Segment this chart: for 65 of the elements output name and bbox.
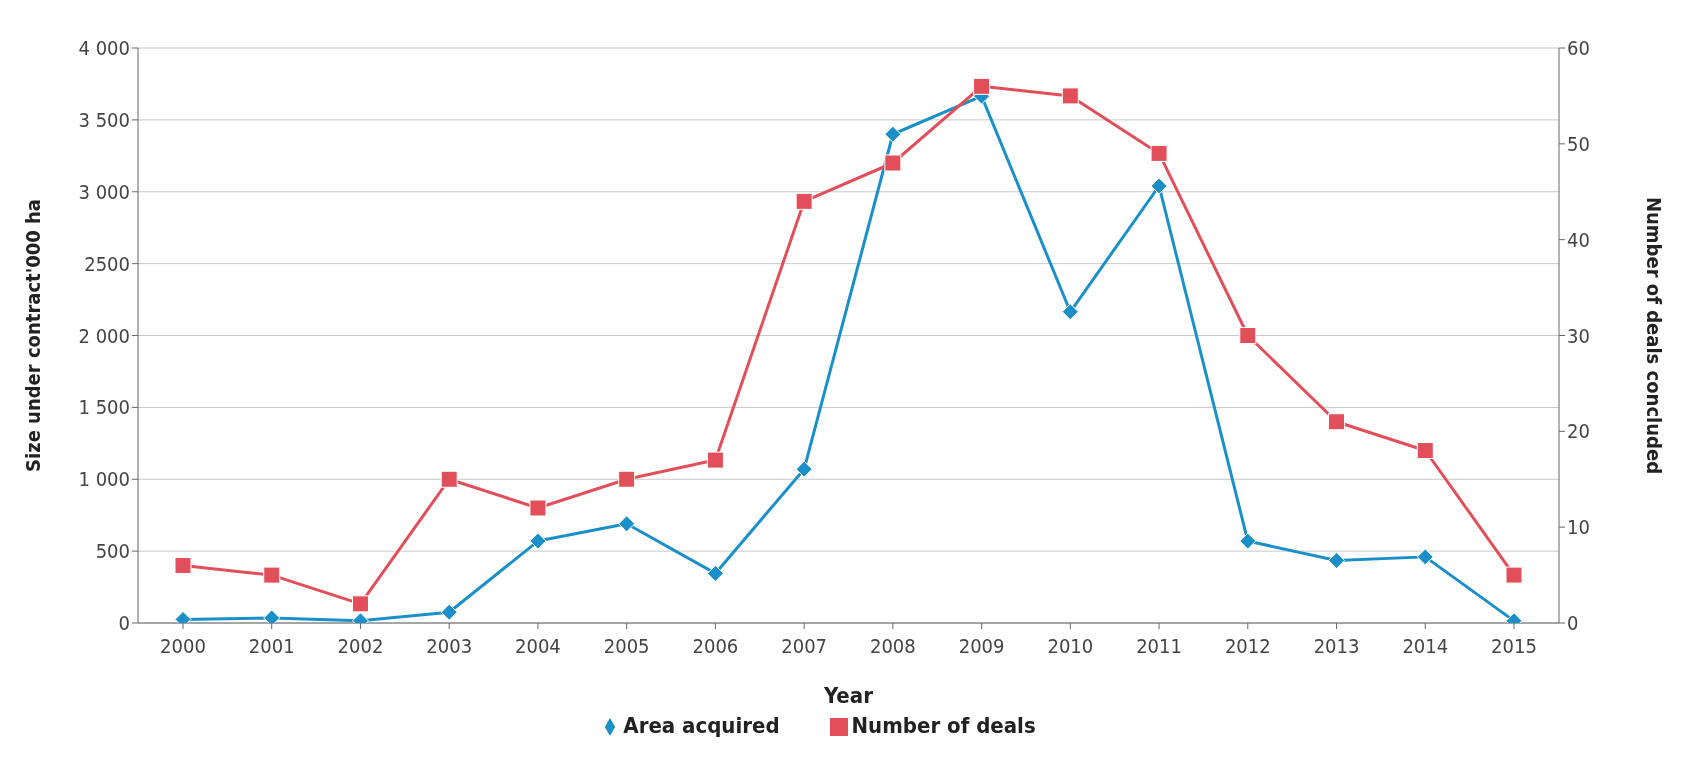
y2-tick-label: 0 <box>1567 611 1579 636</box>
y2-tick-label: 40 <box>1567 227 1590 252</box>
x-tick-label: 2008 <box>869 634 916 659</box>
legend-label: Number of deals <box>851 713 1036 738</box>
y-tick-label: 500 <box>95 539 130 564</box>
x-axis-title: Year <box>823 683 874 708</box>
y-tick-label: 4 000 <box>78 36 130 61</box>
x-tick-label: 2001 <box>248 634 295 659</box>
y2-tick-label: 30 <box>1567 323 1590 348</box>
x-tick-label: 2011 <box>1136 634 1182 659</box>
point <box>884 125 902 143</box>
point <box>1416 442 1434 459</box>
x-tick-label: 2006 <box>692 634 739 659</box>
x-tick-label: 2012 <box>1224 634 1271 659</box>
y-tick-label: 1 500 <box>78 395 130 420</box>
x-tick-label: 2009 <box>958 634 1005 659</box>
y2-tick-label: 10 <box>1567 515 1590 540</box>
y-tick-label: 3 000 <box>78 179 130 204</box>
point <box>529 499 547 517</box>
y-tick-label: 0 <box>118 611 130 636</box>
y2-axis-title: Number of deals concluded <box>1641 196 1666 475</box>
y2-tick-label: 50 <box>1567 131 1590 156</box>
point <box>1328 551 1346 569</box>
x-tick-label: 2005 <box>603 634 650 659</box>
point <box>1061 87 1079 105</box>
point <box>795 192 813 210</box>
point <box>1239 532 1257 550</box>
point <box>440 603 458 621</box>
point <box>1150 144 1168 162</box>
point <box>618 515 636 533</box>
x-tick-label: 2000 <box>160 634 206 659</box>
y2-tick-label: 20 <box>1567 419 1590 444</box>
x-tick-label: 2003 <box>426 634 473 659</box>
x-tick-label: 2013 <box>1313 634 1360 659</box>
x-tick-label: 2002 <box>337 634 384 659</box>
y-tick-label: 2500 <box>84 251 130 276</box>
y-tick-label: 2 000 <box>78 323 130 348</box>
point <box>1061 303 1079 321</box>
point <box>795 460 813 478</box>
point <box>1239 327 1257 344</box>
point <box>706 564 724 582</box>
legend-label: Area acquired <box>623 713 780 738</box>
y2-tick-label: 60 <box>1567 36 1590 61</box>
point <box>440 470 458 488</box>
y-axis-title: Size under contract'000 ha <box>21 199 46 472</box>
point <box>529 532 547 550</box>
point <box>174 557 192 574</box>
x-tick-label: 2010 <box>1047 634 1094 659</box>
point <box>351 595 369 613</box>
point <box>618 470 636 488</box>
x-tick-label: 2007 <box>781 634 828 659</box>
point <box>263 609 281 623</box>
y-tick-label: 3 500 <box>78 107 130 132</box>
point <box>1150 177 1168 195</box>
point <box>884 154 902 172</box>
point <box>1328 413 1346 431</box>
point <box>1505 566 1523 584</box>
point <box>973 77 991 95</box>
point <box>706 451 724 469</box>
point <box>1416 548 1434 566</box>
y-tick-label: 1 000 <box>78 467 130 492</box>
x-tick-label: 2014 <box>1402 634 1449 659</box>
point <box>263 566 281 584</box>
x-tick-label: 2015 <box>1491 634 1537 659</box>
x-tick-label: 2004 <box>515 634 561 659</box>
